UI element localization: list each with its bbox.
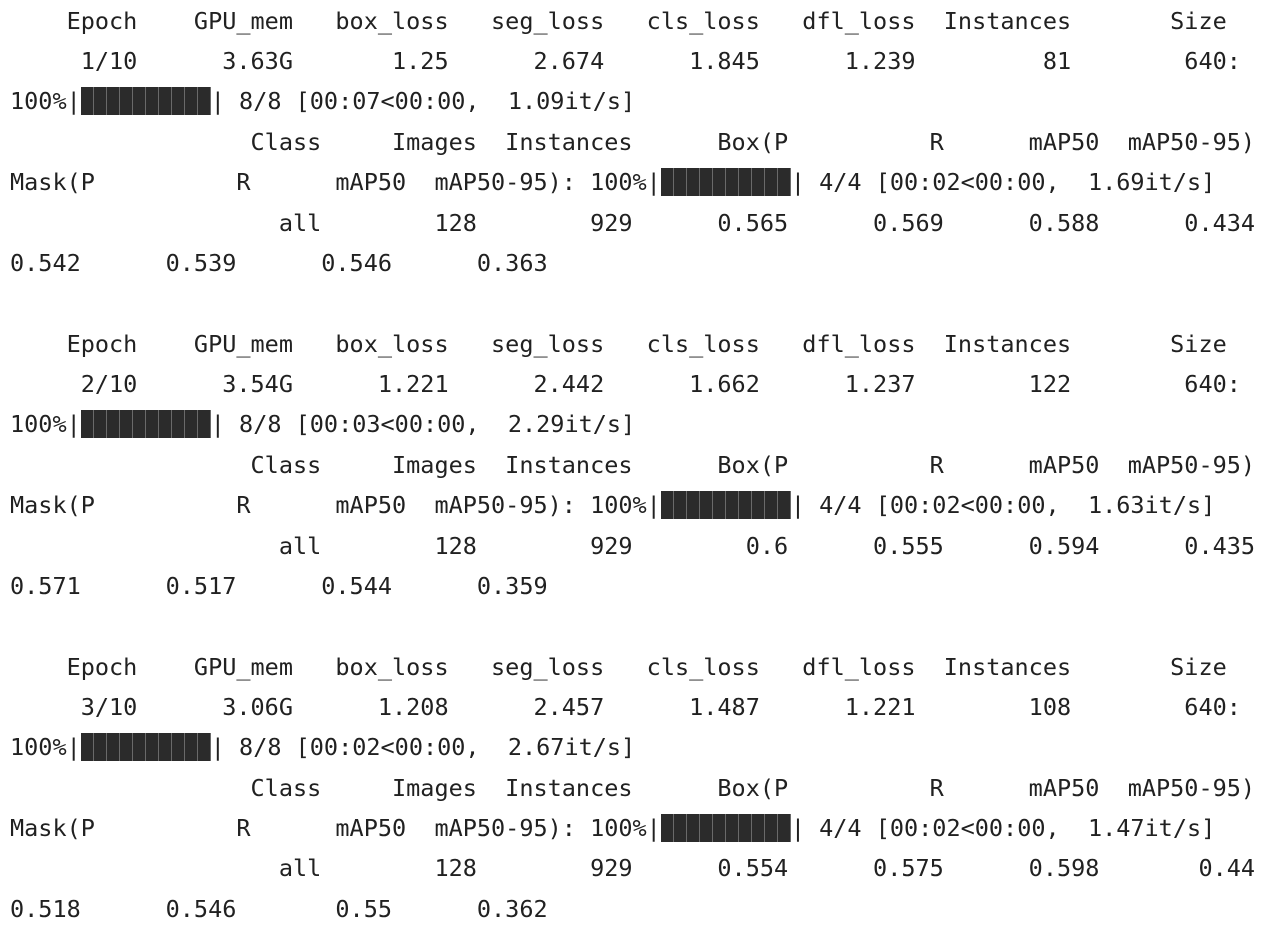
epoch-1-mask-metrics: 0.542 0.539 0.546 0.363 [10,249,548,277]
epoch-3-train-progress: 100%| | 8/8 [00:02<00:00, 2.67it/s] [10,727,635,767]
epoch-1-val-header: Class Images Instances Box(P R mAP50 mAP… [10,128,1256,156]
progress-bar [660,814,791,842]
epoch-3-mask-metrics: 0.518 0.546 0.55 0.362 [10,895,548,923]
epoch-1-val-all: all 128 929 0.565 0.569 0.588 0.434 [10,209,1256,237]
progress-prefix: 100%| [10,410,81,438]
epoch-2-mask-metrics: 0.571 0.517 0.544 0.359 [10,572,548,600]
progress-suffix: | 8/8 [00:03<00:00, 2.29it/s] [210,410,636,438]
progress-bar [80,410,211,438]
progress-prefix: 100%| [10,733,81,761]
epoch-2-stats: 2/10 3.54G 1.221 2.442 1.662 1.237 122 6… [10,370,1241,398]
epoch-1-train-progress: 100%| | 8/8 [00:07<00:00, 1.09it/s] [10,81,635,121]
progress-prefix: Mask(P R mAP50 mAP50-95): 100%| [10,168,661,196]
epoch-1-val-progress: Mask(P R mAP50 mAP50-95): 100%| | 4/4 [00… [10,162,1215,202]
progress-prefix: Mask(P R mAP50 mAP50-95): 100%| [10,814,661,842]
epoch-3-val-all: all 128 929 0.554 0.575 0.598 0.44 [10,854,1256,882]
epoch-2-val-header: Class Images Instances Box(P R mAP50 mAP… [10,451,1256,479]
progress-bar [80,87,211,115]
epoch-3-stats: 3/10 3.06G 1.208 2.457 1.487 1.221 108 6… [10,693,1241,721]
progress-suffix: | 8/8 [00:07<00:00, 1.09it/s] [210,87,636,115]
progress-prefix: Mask(P R mAP50 mAP50-95): 100%| [10,491,661,519]
epoch-2-train-progress: 100%| | 8/8 [00:03<00:00, 2.29it/s] [10,404,635,444]
progress-bar [80,733,211,761]
epoch-1-stats: 1/10 3.63G 1.25 2.674 1.845 1.239 81 640… [10,47,1241,75]
progress-bar [660,491,791,519]
epoch-3-val-header: Class Images Instances Box(P R mAP50 mAP… [10,774,1256,802]
progress-suffix: | 4/4 [00:02<00:00, 1.63it/s] [790,491,1216,519]
progress-prefix: 100%| [10,87,81,115]
progress-bar [660,168,791,196]
progress-suffix: | 8/8 [00:02<00:00, 2.67it/s] [210,733,636,761]
progress-suffix: | 4/4 [00:02<00:00, 1.69it/s] [790,168,1216,196]
epoch-1-header: Epoch GPU_mem box_loss seg_loss cls_loss… [10,7,1227,35]
progress-suffix: | 4/4 [00:02<00:00, 1.47it/s] [790,814,1216,842]
epoch-2-val-progress: Mask(P R mAP50 mAP50-95): 100%| | 4/4 [00… [10,485,1215,525]
epoch-3-header: Epoch GPU_mem box_loss seg_loss cls_loss… [10,653,1227,681]
epoch-2-header: Epoch GPU_mem box_loss seg_loss cls_loss… [10,330,1227,358]
epoch-3-val-progress: Mask(P R mAP50 mAP50-95): 100%| | 4/4 [00… [10,808,1215,848]
epoch-2-val-all: all 128 929 0.6 0.555 0.594 0.435 [10,532,1256,560]
